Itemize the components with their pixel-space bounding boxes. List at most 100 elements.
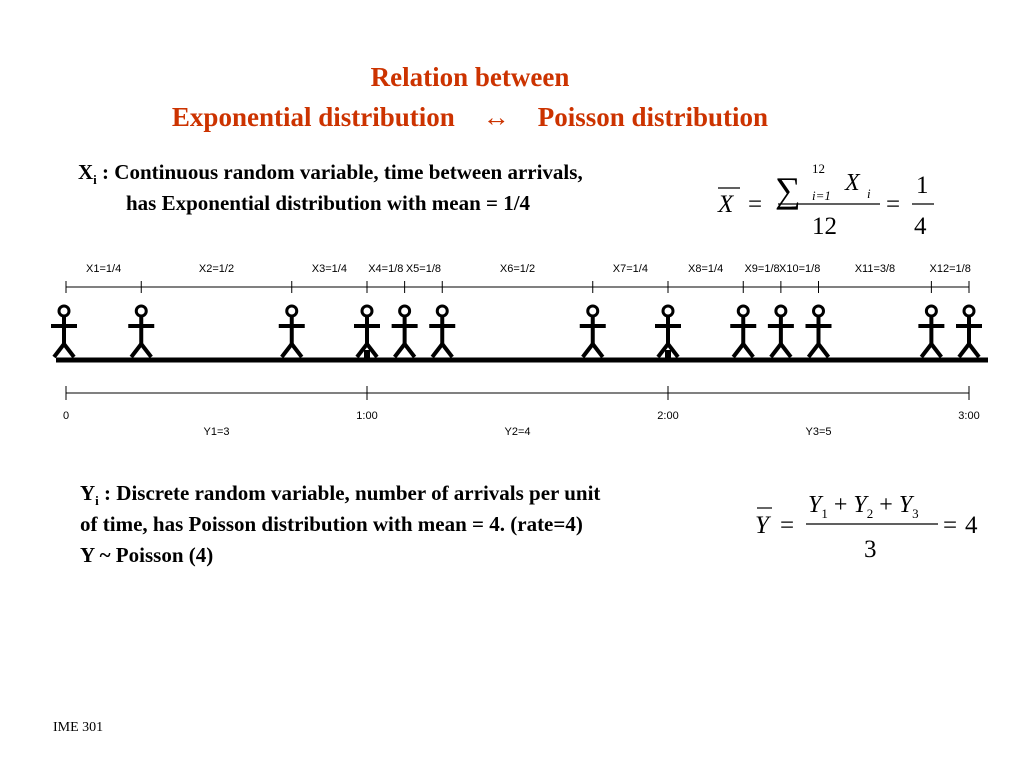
y-desc-text: : Discrete random variable, number of ar… [98,481,601,505]
hour-marker [364,350,370,358]
person-icon [918,304,945,359]
equals-sign: = [943,512,957,539]
person-leg-right [440,342,454,359]
y-result: 4 [965,512,978,539]
person-icon [354,304,380,359]
sum-term-sub: i [867,186,871,201]
title-exponential: Exponential distribution [171,102,455,132]
x-sub: i [93,172,97,188]
time-label: 1:00 [356,410,377,422]
person-head [812,304,825,318]
person-leg-right [139,342,153,359]
sum-term: X [844,170,861,196]
x-mean-formula: X = ∑ 12 i=1 X i 12 = 1 4 [717,161,934,240]
interarrival-label: X11=3/8 [855,263,895,275]
interarrival-labels: X1=1/4 X2=1/2 X3=1/4 X4=1/8 X5=1/8 X6=1/2 X7=1… [86,263,971,275]
x-desc-text: : Continuous random variable, time betwe… [96,160,583,184]
person-head [360,304,374,318]
person-leg-left [430,342,444,359]
interarrival-label: X4=1/8 [368,263,403,275]
interarrival-label: X6=1/2 [500,263,535,275]
person-icon [730,304,757,359]
double-arrow-icon: ↔ [482,102,510,132]
interarrival-label: X2=1/2 [199,263,234,275]
interarrival-label: X1=1/4 [86,263,121,275]
person-icon [956,304,982,359]
person-leg-left [393,342,407,359]
time-axis [65,386,970,400]
interarrival-label: X7=1/4 [613,263,648,275]
person-leg-left [656,342,670,359]
time-label: 0 [63,410,69,422]
person-icon [128,304,155,359]
footer-course: IME 301 [53,720,104,735]
person-head [398,304,412,318]
sum-upper: 12 [812,161,825,176]
slide-title-line1: Relation between [370,62,570,92]
y-sub: i [95,493,99,509]
sum-lower: i=1 [812,188,831,203]
y-mean-formula: Y = Y1 + Y2 + Y3 3 = 4 [755,492,978,563]
person-head [661,304,675,318]
count-labels: Y1=3 Y2=4 Y3=5 [204,426,832,438]
person-leg-left [581,342,595,359]
person-leg-right [967,342,981,359]
person-leg-right [62,342,76,359]
count-label: Y2=4 [505,426,531,438]
person-leg-left [129,342,143,359]
person-leg-left [355,342,369,359]
person-head [57,304,71,318]
interarrival-ruler [65,281,970,293]
person-head [134,304,148,318]
person-leg-left [52,342,66,359]
person-head [774,304,788,318]
person-head [736,304,750,318]
equals-sign: = [748,191,762,218]
sum-icon: ∑ [775,170,801,210]
count-label: Y1=3 [204,426,230,438]
time-label: 3:00 [958,410,979,422]
person-head [586,304,600,318]
person-leg-left [957,342,971,359]
count-label: Y3=5 [806,426,832,438]
x-bar-lhs: X [717,191,735,218]
y-description-line1: Yi : Discrete random variable, number of… [80,481,600,509]
y-description-line2: of time, has Poisson distribution with m… [80,512,583,536]
person-head [924,304,938,318]
interarrival-label: X3=1/4 [312,263,347,275]
person-icon [655,304,681,359]
person-icon [767,304,794,359]
interarrival-label: X5=1/8 [406,263,441,275]
person-leg-right [365,342,379,359]
person-head [962,304,976,318]
person-leg-left [919,342,933,359]
x-description-line1: Xi : Continuous random variable, time be… [78,160,583,188]
person-leg-left [280,342,294,359]
time-labels: 0 1:00 2:00 3:00 [63,410,980,422]
person-leg-right [741,342,755,359]
slide-title-line2: Exponential distribution ↔ Poisson distrib… [0,102,940,133]
x-description-line2: has Exponential distribution with mean =… [126,191,531,215]
x-denominator: 12 [812,213,837,240]
interarrival-label: X12=1/8 [930,263,971,275]
hour-marker [665,350,671,358]
y-denominator: 3 [864,536,877,563]
arrival-timeline: X1=1/4 X2=1/2 X3=1/4 X4=1/8 X5=1/8 X6=1/2 X7=1… [51,263,988,438]
person-leg-right [816,342,831,359]
person-leg-right [290,342,304,359]
person-leg-right [666,342,680,359]
interarrival-label: X9=1/8 [744,263,779,275]
y-var: Y [80,481,96,505]
person-leg-right [779,342,793,359]
person-icon [278,304,305,359]
person-head [285,304,299,318]
interarrival-label: X8=1/4 [688,263,723,275]
equals-sign: = [886,191,900,218]
time-label: 2:00 [657,410,678,422]
person-icon [805,304,832,359]
person-leg-left [769,342,783,359]
y-bar-lhs: Y [755,512,772,539]
equals-sign: = [780,512,794,539]
person-leg-left [731,342,745,359]
